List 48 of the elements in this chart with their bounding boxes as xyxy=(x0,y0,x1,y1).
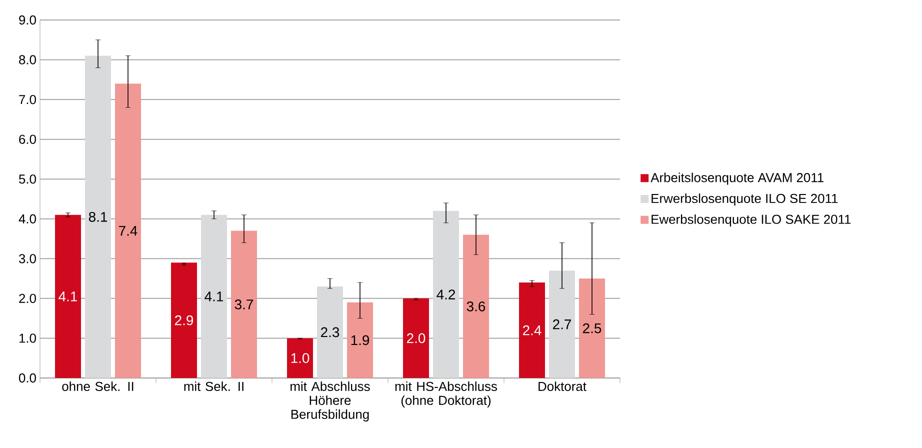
y-tick-label: 5.0 xyxy=(19,174,36,184)
bar xyxy=(85,56,112,378)
y-tick-label: 7.0 xyxy=(19,94,36,104)
bar xyxy=(579,278,606,378)
y-tick-label: 3.0 xyxy=(18,254,36,264)
y-tick-label: 6.0 xyxy=(19,134,36,144)
bar xyxy=(403,298,430,378)
bar xyxy=(55,214,82,378)
x-tick-label: Doktorat xyxy=(538,382,586,392)
bar xyxy=(171,262,198,378)
data-label: 8.1 xyxy=(88,212,108,222)
y-tick-label: 4.0 xyxy=(18,214,36,224)
data-label: 2.5 xyxy=(583,323,602,334)
data-label: 7.4 xyxy=(119,226,138,236)
data-label: 4.1 xyxy=(204,292,224,302)
bar xyxy=(433,210,460,378)
data-label: 2.9 xyxy=(175,315,194,326)
legend-label: Erwerbslosenquote ILO SE 2011 xyxy=(652,194,838,206)
data-label: 3.6 xyxy=(466,301,486,312)
data-label: 4.1 xyxy=(58,292,78,302)
bar xyxy=(287,338,314,378)
legend-label: Arbeitslosenquote AVAM 2011 xyxy=(650,172,824,185)
data-label: 4.2 xyxy=(436,290,456,300)
data-label: 1.9 xyxy=(351,335,370,346)
data-label: 3.7 xyxy=(234,299,254,310)
data-label: 2.7 xyxy=(553,319,572,330)
y-tick-label: 1.0 xyxy=(19,334,36,343)
y-tick-label: 8.0 xyxy=(19,55,36,64)
x-tick-label: mit Sek. II xyxy=(184,382,244,392)
bar xyxy=(549,270,576,378)
x-tick-label: ohne Sek. II xyxy=(62,382,134,392)
data-label: 2.4 xyxy=(523,325,542,336)
bar xyxy=(347,302,374,378)
y-tick-label: 9.0 xyxy=(19,15,36,25)
data-label: 2.3 xyxy=(321,327,340,338)
bar xyxy=(519,282,546,378)
bar xyxy=(231,230,258,378)
legend-label: Ewerbslosenquote ILO SAKE 2011 xyxy=(652,214,851,226)
y-tick-label: 0.0 xyxy=(18,373,36,383)
x-tick-label: mit HS-Abschluss (ohne Doktorat) xyxy=(395,382,497,408)
bar xyxy=(317,286,344,378)
x-tick-label: mit Abschluss Höhere Berufsbildung xyxy=(290,382,370,422)
bar xyxy=(201,214,228,378)
bar xyxy=(463,234,490,378)
y-tick-label: 2.0 xyxy=(19,294,36,304)
data-label: 1.0 xyxy=(291,353,310,364)
data-label: 2.0 xyxy=(407,333,426,344)
bar xyxy=(115,84,142,378)
